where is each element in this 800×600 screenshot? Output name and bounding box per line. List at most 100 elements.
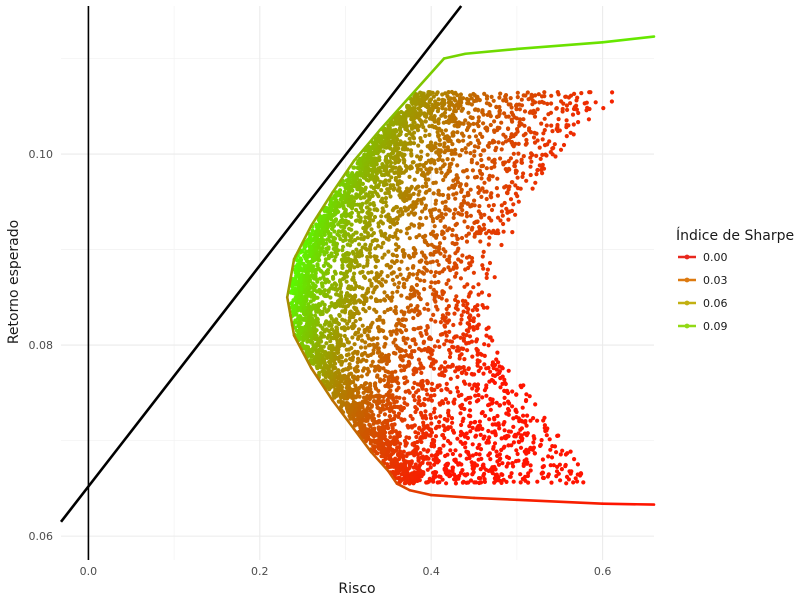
portfolio-point (332, 223, 337, 229)
portfolio-point (419, 435, 424, 440)
portfolio-point (429, 166, 434, 171)
portfolio-point (313, 313, 318, 318)
portfolio-point (447, 339, 453, 344)
portfolio-point (426, 307, 431, 312)
portfolio-point (299, 341, 304, 346)
portfolio-point (570, 112, 576, 117)
portfolio-point (511, 151, 516, 156)
portfolio-point (357, 242, 362, 247)
portfolio-point (321, 263, 326, 268)
portfolio-point (388, 435, 393, 440)
portfolio-point (366, 233, 371, 238)
portfolio-point (470, 471, 475, 477)
portfolio-point (443, 148, 448, 153)
portfolio-point (454, 334, 459, 339)
portfolio-point (436, 134, 441, 139)
portfolio-point (377, 418, 382, 424)
portfolio-point (459, 189, 464, 194)
portfolio-point (390, 426, 395, 431)
portfolio-point (367, 251, 372, 256)
portfolio-point (402, 251, 407, 256)
portfolio-point (403, 341, 408, 346)
portfolio-point (442, 342, 447, 347)
portfolio-point (404, 277, 409, 282)
portfolio-point (437, 208, 442, 213)
portfolio-point (315, 317, 320, 322)
portfolio-point (497, 403, 503, 408)
portfolio-point (444, 298, 449, 303)
portfolio-point (520, 476, 526, 481)
portfolio-point (340, 224, 345, 229)
portfolio-point (455, 436, 460, 441)
portfolio-point (506, 434, 511, 439)
portfolio-point (509, 471, 514, 476)
portfolio-point (479, 194, 484, 199)
portfolio-point (419, 258, 424, 263)
portfolio-point (419, 333, 424, 338)
portfolio-point (559, 467, 565, 472)
portfolio-point (367, 401, 372, 406)
portfolio-point (513, 183, 518, 188)
portfolio-point (312, 306, 317, 311)
portfolio-point (371, 394, 376, 399)
portfolio-point (329, 375, 334, 380)
portfolio-point (471, 270, 476, 275)
portfolio-point (322, 288, 327, 293)
portfolio-point (394, 399, 399, 404)
portfolio-point (339, 214, 344, 219)
portfolio-point (540, 152, 545, 157)
portfolio-point (358, 317, 363, 322)
portfolio-point (352, 165, 357, 170)
portfolio-point (364, 170, 369, 175)
portfolio-point (355, 386, 360, 392)
portfolio-point (452, 123, 457, 128)
portfolio-point (460, 208, 465, 213)
portfolio-point (402, 310, 407, 315)
portfolio-point (394, 465, 399, 470)
portfolio-point (585, 105, 590, 110)
portfolio-point (315, 262, 320, 267)
portfolio-point (494, 400, 499, 405)
portfolio-point (360, 269, 365, 274)
portfolio-point (387, 409, 393, 414)
portfolio-point (373, 420, 378, 425)
portfolio-point (351, 374, 357, 379)
portfolio-point (443, 212, 448, 217)
portfolio-point (453, 481, 458, 486)
portfolio-point (387, 178, 392, 183)
portfolio-point (468, 313, 473, 318)
portfolio-point (381, 399, 386, 404)
portfolio-point (331, 242, 336, 247)
portfolio-point (424, 114, 429, 119)
portfolio-point (457, 96, 463, 101)
portfolio-point (453, 369, 458, 374)
portfolio-point (470, 225, 475, 230)
portfolio-point (391, 270, 396, 275)
portfolio-point (366, 221, 371, 226)
portfolio-point (381, 378, 386, 383)
portfolio-point (418, 167, 423, 172)
portfolio-point (500, 213, 505, 218)
portfolio-point (448, 285, 453, 290)
portfolio-point (415, 439, 420, 445)
portfolio-point (475, 107, 481, 112)
portfolio-point (521, 117, 526, 122)
portfolio-point (430, 381, 435, 386)
portfolio-point (499, 436, 504, 441)
portfolio-point (384, 167, 389, 172)
portfolio-point (465, 348, 470, 353)
portfolio-point (474, 451, 479, 457)
portfolio-point (411, 106, 416, 111)
portfolio-point (472, 153, 477, 158)
portfolio-point (398, 229, 403, 234)
portfolio-point (303, 244, 308, 249)
portfolio-point (542, 128, 547, 133)
portfolio-point (455, 130, 460, 135)
portfolio-point (492, 441, 498, 446)
portfolio-point (497, 111, 502, 116)
portfolio-point (466, 307, 471, 312)
portfolio-point (453, 251, 458, 256)
portfolio-point (530, 186, 535, 191)
portfolio-point (429, 242, 434, 247)
portfolio-point (423, 128, 428, 133)
